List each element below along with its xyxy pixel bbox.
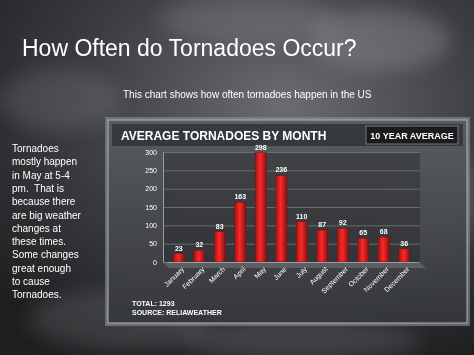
body-line: are big weather xyxy=(12,210,82,221)
body-line: Some changes xyxy=(12,249,79,260)
y-tick-label: 0 xyxy=(153,259,157,266)
bar xyxy=(255,153,266,262)
x-tick: September xyxy=(320,262,350,295)
bar xyxy=(235,202,246,262)
annotations: TOTAL: 1293 SOURCE: RELIAWEATHER xyxy=(132,300,222,316)
grid-line xyxy=(163,225,420,226)
bar xyxy=(194,250,205,262)
bar xyxy=(317,230,328,262)
y-tick-label: 200 xyxy=(145,185,157,192)
x-tick-label: April xyxy=(232,265,248,281)
x-tick: July xyxy=(294,262,309,280)
data-label: 236 xyxy=(275,166,287,173)
data-labels: 23 32 83 163 298 236 110 87 92 65 68 36 xyxy=(175,144,408,252)
y-tick-label: 300 xyxy=(145,149,157,156)
x-tick: May xyxy=(253,262,268,280)
data-label: 65 xyxy=(359,229,367,236)
body-line: great enough xyxy=(12,263,71,274)
panel-frame xyxy=(105,117,470,326)
x-tick-label: December xyxy=(383,265,411,293)
panel xyxy=(108,120,467,323)
grid-line xyxy=(163,189,420,190)
data-label: 83 xyxy=(216,223,224,230)
cloud xyxy=(0,70,120,130)
x-axis-line xyxy=(168,262,417,263)
panel-header xyxy=(112,124,463,146)
body-line: mostly happen xyxy=(12,156,77,167)
y-axis: 0 50 100 150 200 250 300 xyxy=(145,149,420,266)
background xyxy=(0,0,474,355)
x-tick-label: September xyxy=(320,265,350,295)
bar xyxy=(358,238,369,262)
bar xyxy=(214,232,225,262)
bar xyxy=(337,228,348,262)
x-tick: March xyxy=(208,262,227,284)
bar xyxy=(296,222,307,262)
data-label: 32 xyxy=(195,241,203,248)
data-label: 87 xyxy=(318,221,326,228)
body-line: Tornadoes. xyxy=(12,289,61,300)
x-axis: JanuaryFebruaryMarchAprilMayJuneJulyAugu… xyxy=(163,262,417,295)
grid-line xyxy=(163,152,420,153)
grid-line xyxy=(163,262,420,263)
body-line: to cause xyxy=(12,276,50,287)
x-tick: April xyxy=(232,262,248,281)
slide: How Often do Tornadoes Occur? This chart … xyxy=(0,0,474,355)
x-tick-label: June xyxy=(272,265,288,281)
grid-line xyxy=(163,207,420,208)
grid-line xyxy=(163,170,420,171)
x-tick-label: July xyxy=(294,265,309,280)
y-tick-label: 150 xyxy=(145,204,157,211)
data-label: 110 xyxy=(296,213,307,220)
bar xyxy=(276,175,287,262)
data-label: 68 xyxy=(380,228,388,235)
annotation: TOTAL: 1293 xyxy=(132,300,175,307)
data-label: 23 xyxy=(175,245,183,252)
y-tick-label: 100 xyxy=(145,222,157,229)
slide-title: How Often do Tornadoes Occur? xyxy=(22,35,357,61)
badge xyxy=(366,126,458,144)
data-label: 163 xyxy=(234,193,246,200)
bar xyxy=(399,249,410,262)
y-tick-label: 250 xyxy=(145,167,157,174)
body-line: because there xyxy=(12,196,76,207)
x-tick-label: May xyxy=(253,265,268,280)
body-line: these times. xyxy=(12,236,66,247)
x-tick-label: February xyxy=(181,265,207,291)
y-tick-label: 50 xyxy=(149,240,157,247)
data-label: 92 xyxy=(339,219,347,226)
body-line: in May at 5-4 xyxy=(12,170,70,181)
bar xyxy=(378,237,389,262)
y-tick: 250 xyxy=(145,167,420,174)
data-label: 36 xyxy=(400,240,408,247)
body-line: changes at xyxy=(12,223,61,234)
plot-wall xyxy=(163,152,420,262)
body-text: Tornadoes mostly happen in May at 5-4 pm. T… xyxy=(12,143,82,300)
data-label: 298 xyxy=(255,144,267,151)
chart-title: AVERAGE TORNADOES BY MONTH xyxy=(121,129,326,143)
x-tick: June xyxy=(272,262,288,281)
y-tick: 300 xyxy=(145,149,420,156)
x-tick: December xyxy=(383,262,411,293)
bars xyxy=(173,153,410,262)
body-line: pm. That is xyxy=(12,183,64,194)
x-tick: February xyxy=(181,262,207,291)
chart-subtitle: 10 YEAR AVERAGE xyxy=(370,131,453,141)
bar xyxy=(173,254,184,262)
slide-subtitle: This chart shows how often tornadoes hap… xyxy=(123,89,372,100)
clouds xyxy=(0,0,474,355)
body-line: Tornadoes xyxy=(12,143,59,154)
x-tick-label: March xyxy=(208,265,227,284)
annotation: SOURCE: RELIAWEATHER xyxy=(132,309,222,316)
